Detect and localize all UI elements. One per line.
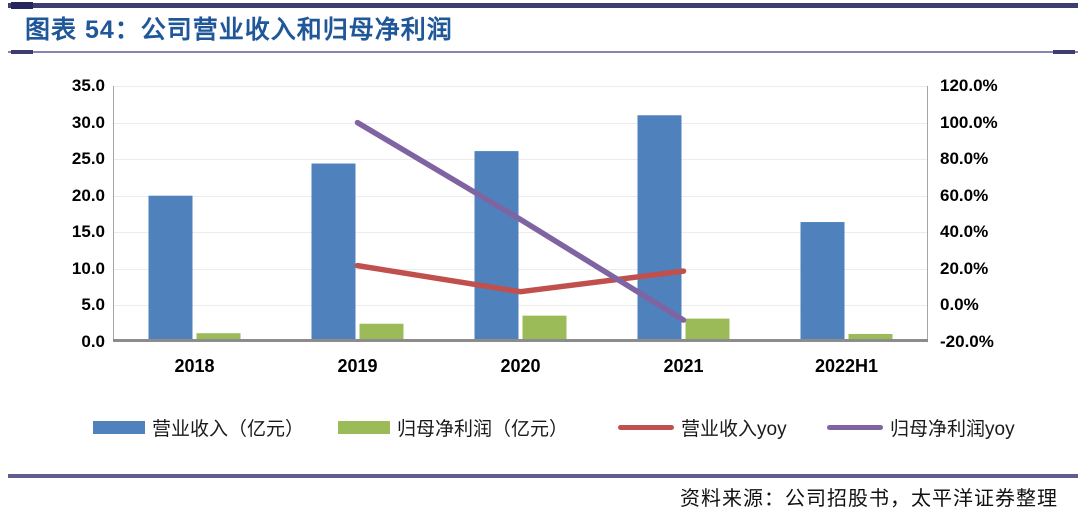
net-profit-yoy-line bbox=[354, 119, 687, 323]
figure-title: 图表 54：公司营业收入和归母净利润 bbox=[25, 16, 453, 44]
net-profit-bar bbox=[848, 333, 893, 342]
right-axis-tick-label: 80.0% bbox=[940, 149, 989, 169]
top-rule-cap bbox=[11, 2, 33, 9]
left-axis-tick-label: 5.0 bbox=[81, 295, 105, 315]
right-axis-tick-label: -20.0% bbox=[940, 332, 994, 351]
bottom-axis-line bbox=[113, 339, 928, 342]
right-axis-tick-label: 120.0% bbox=[940, 76, 998, 95]
revenue-bar bbox=[148, 195, 193, 342]
legend-line-swatch bbox=[618, 424, 674, 430]
x-axis-label-2019: 2019 bbox=[337, 356, 378, 376]
left-axis-tick-label: 15.0 bbox=[71, 222, 105, 242]
bottom-rule bbox=[8, 474, 1078, 478]
net-profit-bar bbox=[522, 315, 567, 342]
legend-label: 归母净利润（亿元） bbox=[397, 418, 569, 440]
title-underline bbox=[8, 50, 1078, 54]
left-axis-tick-label: 10.0 bbox=[71, 258, 105, 278]
legend-label: 营业收入yoy bbox=[681, 418, 787, 440]
revenue-bar bbox=[474, 151, 519, 342]
right-axis-tick-label: 0.0% bbox=[940, 295, 979, 315]
revenue-bar bbox=[311, 163, 356, 342]
x-axis-label-2020: 2020 bbox=[500, 356, 541, 376]
plot-svg bbox=[113, 86, 928, 342]
legend-bar-swatch bbox=[93, 420, 145, 434]
right-axis-tick-label: 20.0% bbox=[940, 258, 989, 278]
title-underline-left-cap bbox=[11, 50, 33, 54]
right-axis-tick-label: 60.0% bbox=[940, 185, 989, 205]
legend-item-revenue-yoy: 营业收入yoy bbox=[618, 414, 787, 440]
right-axis-tick-label: 100.0% bbox=[940, 112, 998, 132]
x-axis-label-2021: 2021 bbox=[663, 356, 704, 376]
source-note: 资料来源：公司招股书，太平洋证券整理 bbox=[680, 488, 1058, 510]
legend-item-net-profit-yoy: 归母净利润yoy bbox=[827, 414, 1015, 440]
legend-item-revenue: 营业收入（亿元） bbox=[93, 414, 304, 440]
net-profit-bar bbox=[359, 323, 404, 342]
revenue-yoy-line bbox=[354, 262, 687, 295]
top-rule bbox=[8, 2, 1078, 9]
left-axis-tick-label: 30.0 bbox=[71, 112, 105, 132]
legend-item-net-profit: 归母净利润（亿元） bbox=[338, 414, 568, 440]
left-axis-tick-label: 35.0 bbox=[71, 76, 105, 95]
legend-bar-swatch bbox=[338, 420, 390, 434]
right-axis-tick-label: 40.0% bbox=[940, 222, 989, 242]
x-axis-label-2018: 2018 bbox=[174, 356, 215, 376]
x-axis-label-2022H1: 2022H1 bbox=[814, 356, 879, 376]
left-axis-tick-label: 25.0 bbox=[71, 149, 105, 169]
chart-area: 0.0 5.0 10.0 15.0 20.0 25.0 30.0 35.0 -20.0% 0.0%… bbox=[71, 76, 998, 376]
revenue-bar bbox=[800, 222, 845, 342]
left-axis-tick-label: 0.0 bbox=[81, 332, 105, 351]
net-profit-bar bbox=[685, 318, 730, 342]
legend-label: 营业收入（亿元） bbox=[152, 418, 305, 440]
legend-label: 归母净利润yoy bbox=[890, 418, 1015, 440]
title-underline-right-cap bbox=[1053, 50, 1075, 54]
net-profit-bar bbox=[196, 333, 241, 342]
legend-line-swatch bbox=[827, 424, 883, 430]
left-axis-tick-label: 20.0 bbox=[71, 185, 105, 205]
